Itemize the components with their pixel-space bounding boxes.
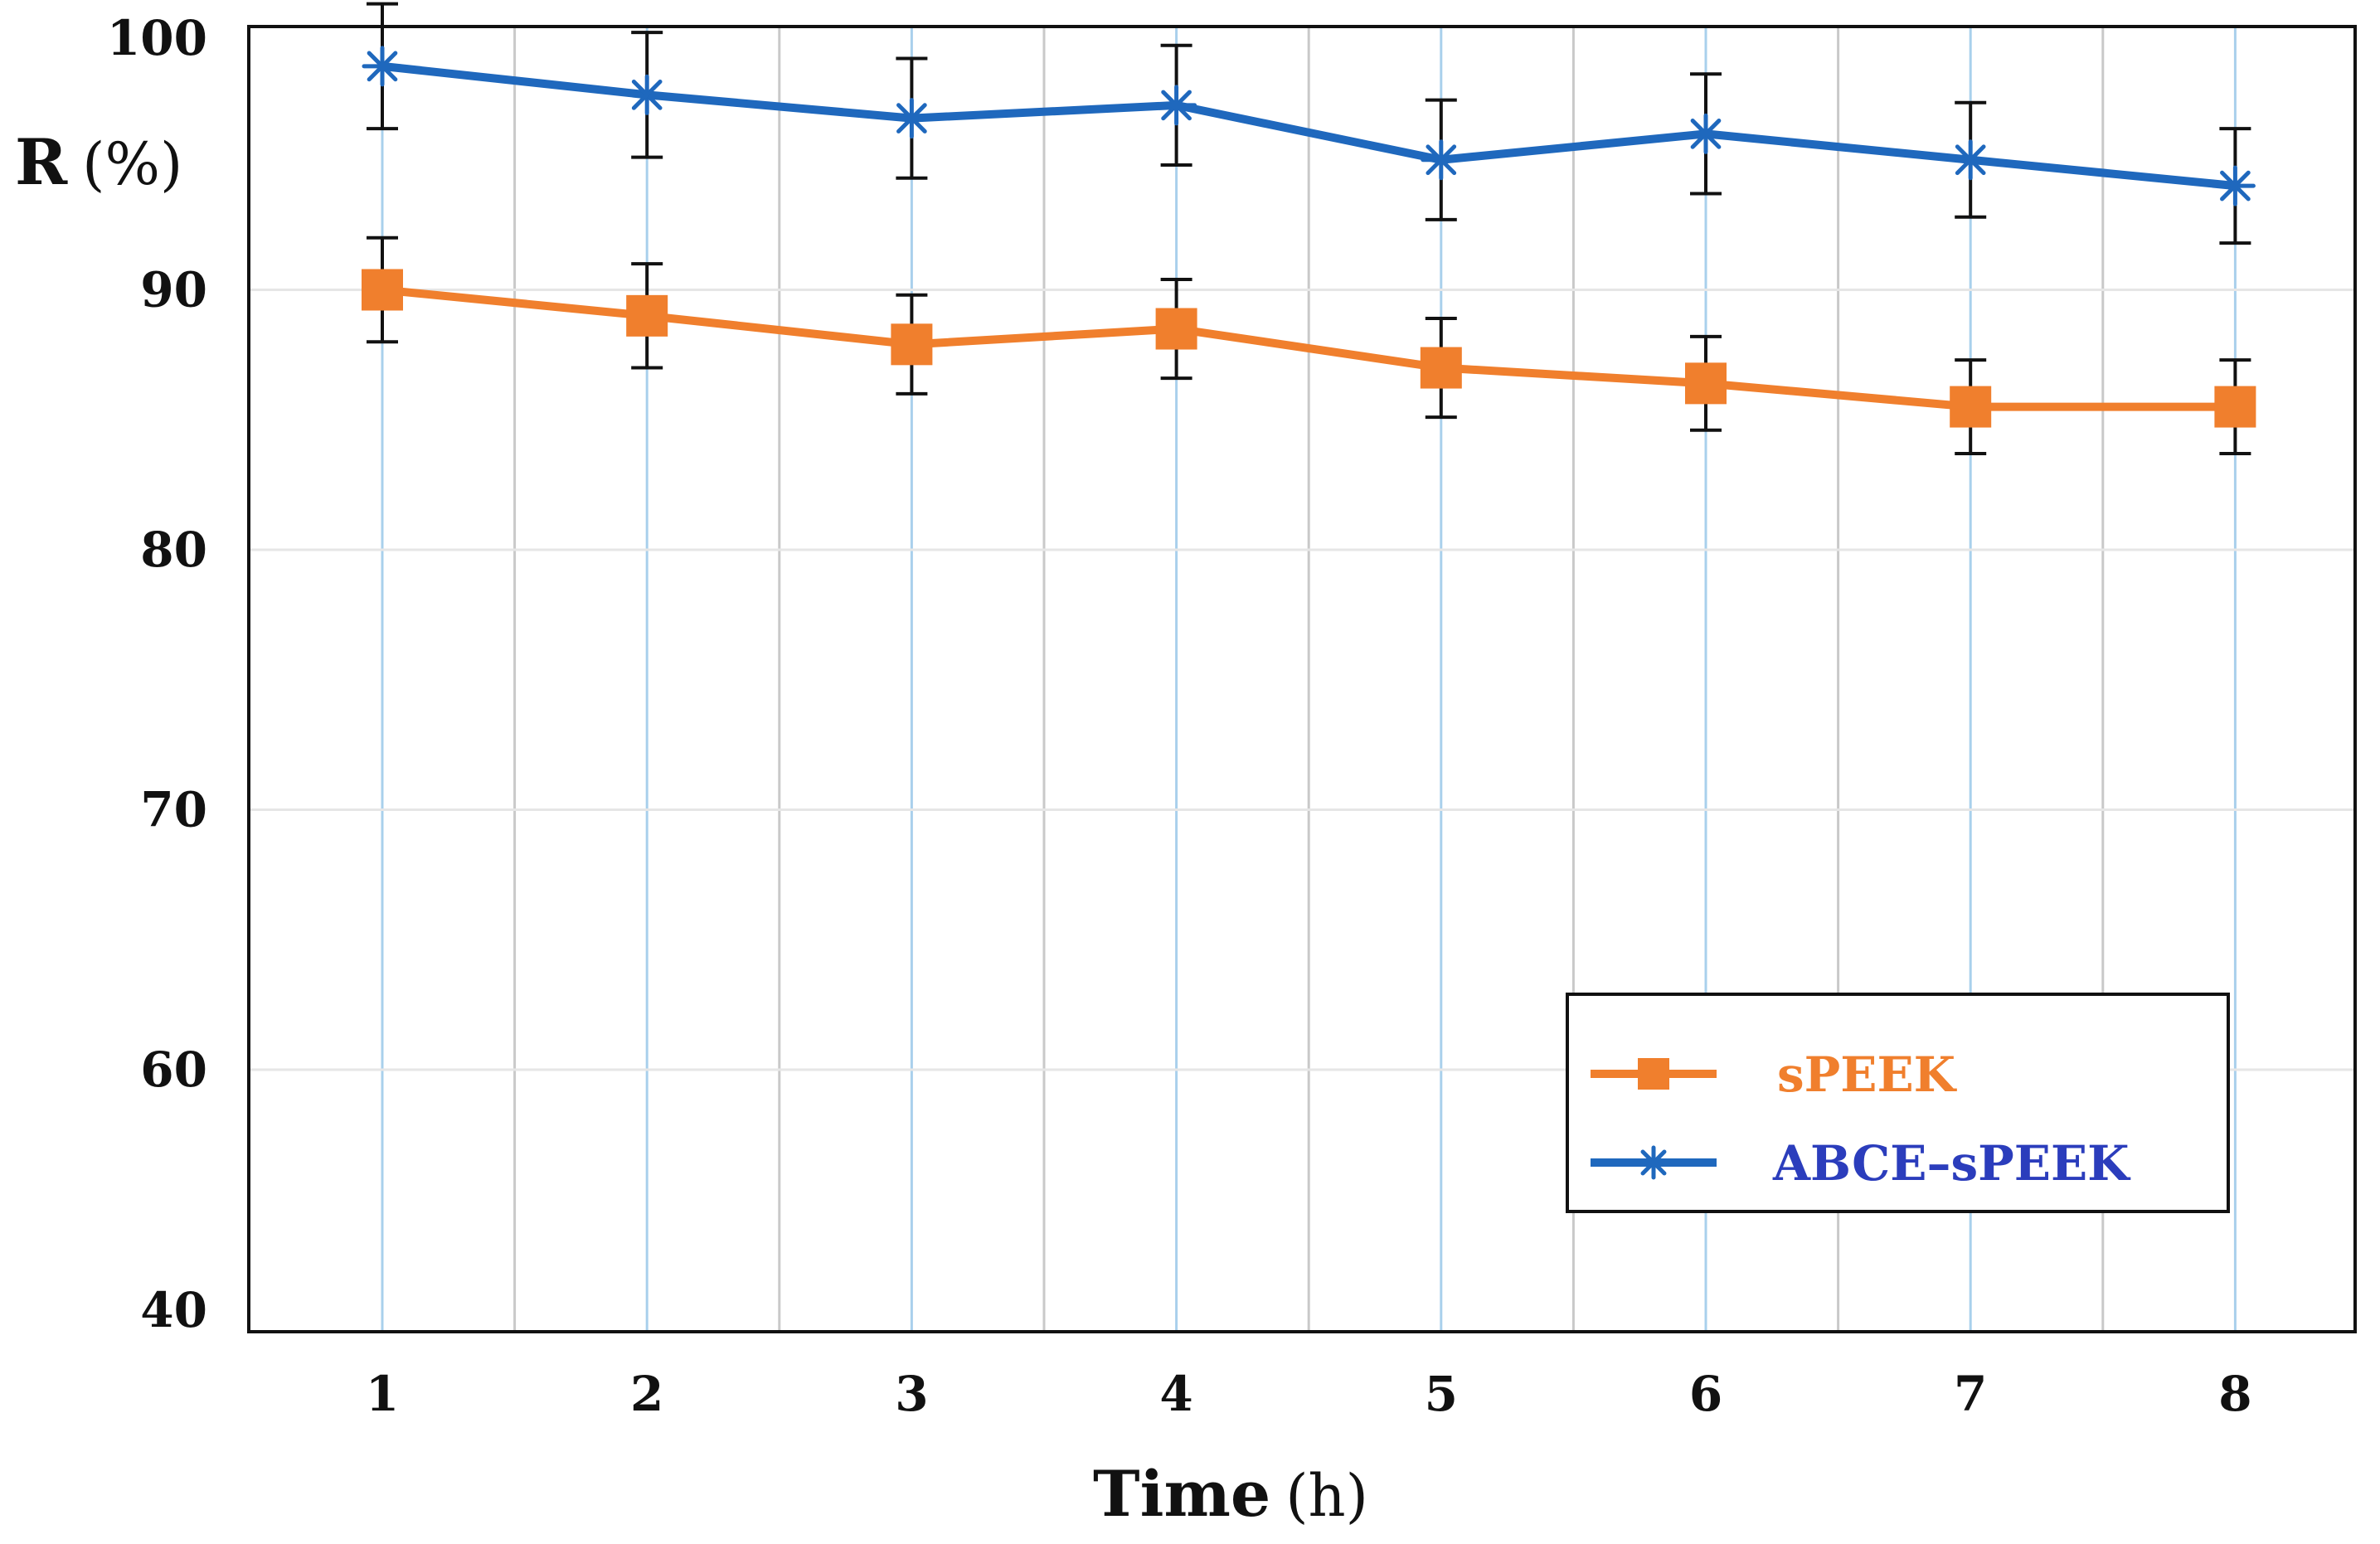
- y-tick-label-70: 70: [140, 782, 207, 838]
- legend-marker-abce-speek: [1636, 1145, 1671, 1180]
- y-tick-label-100: 100: [107, 10, 207, 66]
- x-tick-label-2: 2: [630, 1366, 663, 1422]
- x-tick-label-3: 3: [895, 1366, 928, 1422]
- x-tick-label-8: 8: [2218, 1366, 2251, 1422]
- data-point-abce-speek-8: [2214, 165, 2256, 206]
- legend-asterisk-stroke: [1640, 1149, 1667, 1176]
- legend-box: [1566, 993, 2230, 1213]
- data-point-speek-2: [626, 294, 668, 337]
- y-axis-title: R (%): [15, 125, 182, 199]
- data-point-abce-speek-1: [362, 46, 403, 87]
- y-axis-title-unit: (%): [82, 130, 182, 198]
- x-axis-title-unit: (h): [1285, 1462, 1368, 1530]
- data-point-abce-speek-5-stroke: [1426, 144, 1457, 176]
- plot-frame: [247, 25, 2357, 1333]
- y-axis-title-main: R: [15, 125, 68, 199]
- data-point-abce-speek-1-stroke: [367, 51, 398, 82]
- legend-label-speek: sPEEK: [1777, 1046, 1958, 1103]
- series-line-speek: [381, 285, 2236, 411]
- data-point-abce-speek-6-stroke: [1690, 119, 1722, 149]
- series-lines: [381, 61, 2236, 411]
- legend-label-abce-speek: ABCE–sPEEK: [1772, 1135, 2131, 1192]
- x-tick-label-1: 1: [366, 1366, 399, 1422]
- data-point-abce-speek-5: [1421, 139, 1462, 181]
- y-tick-label-90: 90: [140, 262, 207, 318]
- data-point-speek-4: [1155, 308, 1197, 350]
- data-point-speek-6: [1685, 362, 1727, 405]
- x-axis-title-main: Time: [1093, 1457, 1270, 1531]
- data-point-abce-speek-4-stroke: [1161, 90, 1192, 121]
- legend-asterisk: [1636, 1145, 1671, 1180]
- legend-marker-speek: [1638, 1058, 1669, 1090]
- x-tick-label-7: 7: [1954, 1366, 1987, 1422]
- data-point-speek-1: [362, 269, 403, 311]
- data-point-abce-speek-2: [626, 74, 668, 115]
- legend: sPEEK ABCE–sPEEK: [1566, 993, 2230, 1213]
- y-tick-label-60: 60: [140, 1041, 207, 1098]
- data-point-abce-speek-3-stroke: [896, 103, 927, 134]
- data-point-abce-speek-7-stroke: [1955, 144, 1986, 176]
- series-markers: [362, 46, 2256, 428]
- y-tick-label-80: 80: [140, 522, 207, 578]
- x-tick-labels: 1 2 3 4 5 6 7 8: [366, 1366, 2252, 1422]
- x-tick-label-6: 6: [1689, 1366, 1722, 1422]
- x-axis-title: Time (h): [1093, 1457, 1368, 1531]
- data-point-abce-speek-3: [891, 98, 932, 139]
- data-point-abce-speek-6: [1685, 113, 1727, 154]
- y-tick-label-40: 40: [140, 1282, 207, 1338]
- error-bars: [367, 2, 2251, 456]
- x-tick-label-5: 5: [1425, 1366, 1458, 1422]
- x-tick-label-4: 4: [1159, 1366, 1192, 1422]
- y-tick-labels: 40 60 70 80 90 100: [107, 10, 207, 1338]
- data-point-speek-5: [1420, 347, 1462, 389]
- data-point-speek-8: [2214, 386, 2256, 428]
- data-point-speek-7: [1950, 386, 1992, 428]
- data-point-abce-speek-8-stroke: [2220, 170, 2251, 201]
- data-point-abce-speek-7: [1950, 139, 1991, 181]
- series-line-abce-speek: [381, 61, 2236, 191]
- data-point-speek-3: [891, 323, 933, 366]
- data-point-abce-speek-4: [1156, 85, 1197, 126]
- data-point-abce-speek-2-stroke: [631, 80, 663, 110]
